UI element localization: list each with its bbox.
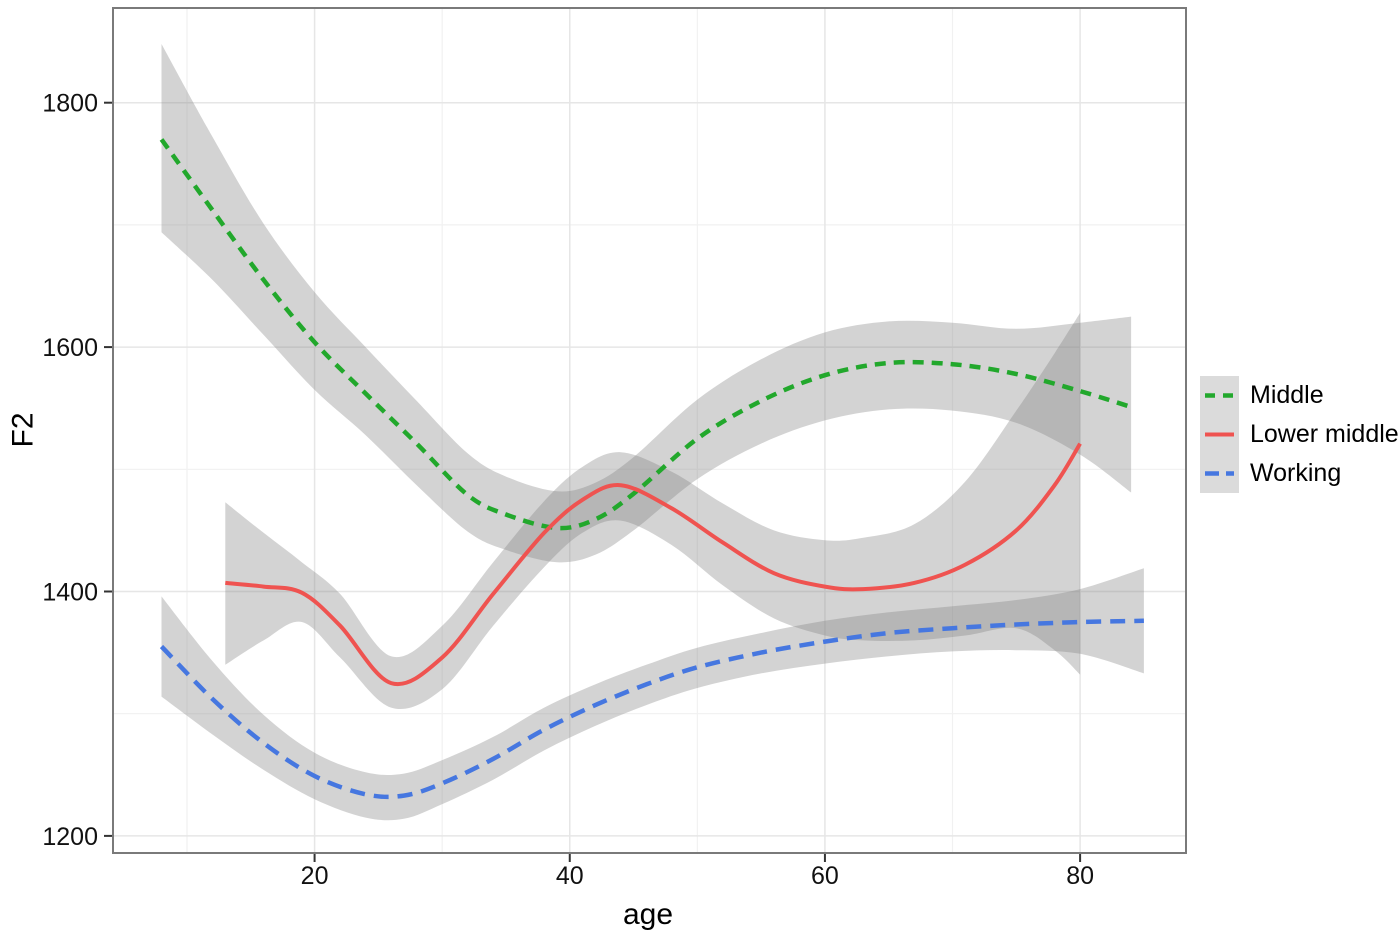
- y-tick-label: 1200: [42, 823, 98, 851]
- series-line-middle: [159, 138, 1132, 531]
- y-tick-label: 1600: [42, 334, 98, 362]
- legend-label: Middle: [1250, 381, 1324, 409]
- series-line-working: [159, 618, 1144, 800]
- legend-key-swatch: [1200, 415, 1239, 454]
- gridlines: [113, 8, 1186, 853]
- legend-item-middle: Middle: [1200, 376, 1399, 415]
- legend-item-working: Working: [1200, 454, 1399, 493]
- x-tick-label: 80: [1066, 862, 1094, 890]
- series-lines: [159, 138, 1144, 800]
- x-tick-label: 60: [811, 862, 839, 890]
- panel-border: [112, 7, 1187, 854]
- x-axis-title: age: [622, 898, 674, 931]
- legend-key-swatch: [1200, 376, 1239, 415]
- axes: 20 40 60 80 1200 1400 1600 1800: [42, 90, 1094, 890]
- x-tick-label: 20: [301, 862, 329, 890]
- series-line-lower-middle: [225, 442, 1082, 687]
- confidence-band-lower-middle: [225, 312, 1081, 710]
- confidence-bands: [161, 44, 1144, 821]
- legend-label: Working: [1250, 459, 1342, 487]
- x-tick-label: 40: [556, 862, 584, 890]
- legend-item-lower-middle: Lower middle: [1200, 415, 1399, 454]
- y-axis-title: F2: [6, 412, 40, 448]
- legend: Middle Lower middle Working: [1200, 376, 1399, 493]
- y-tick-label: 1400: [42, 578, 98, 606]
- legend-label: Lower middle: [1250, 420, 1399, 448]
- y-tick-label: 1800: [42, 90, 98, 118]
- legend-key-swatch: [1200, 454, 1239, 493]
